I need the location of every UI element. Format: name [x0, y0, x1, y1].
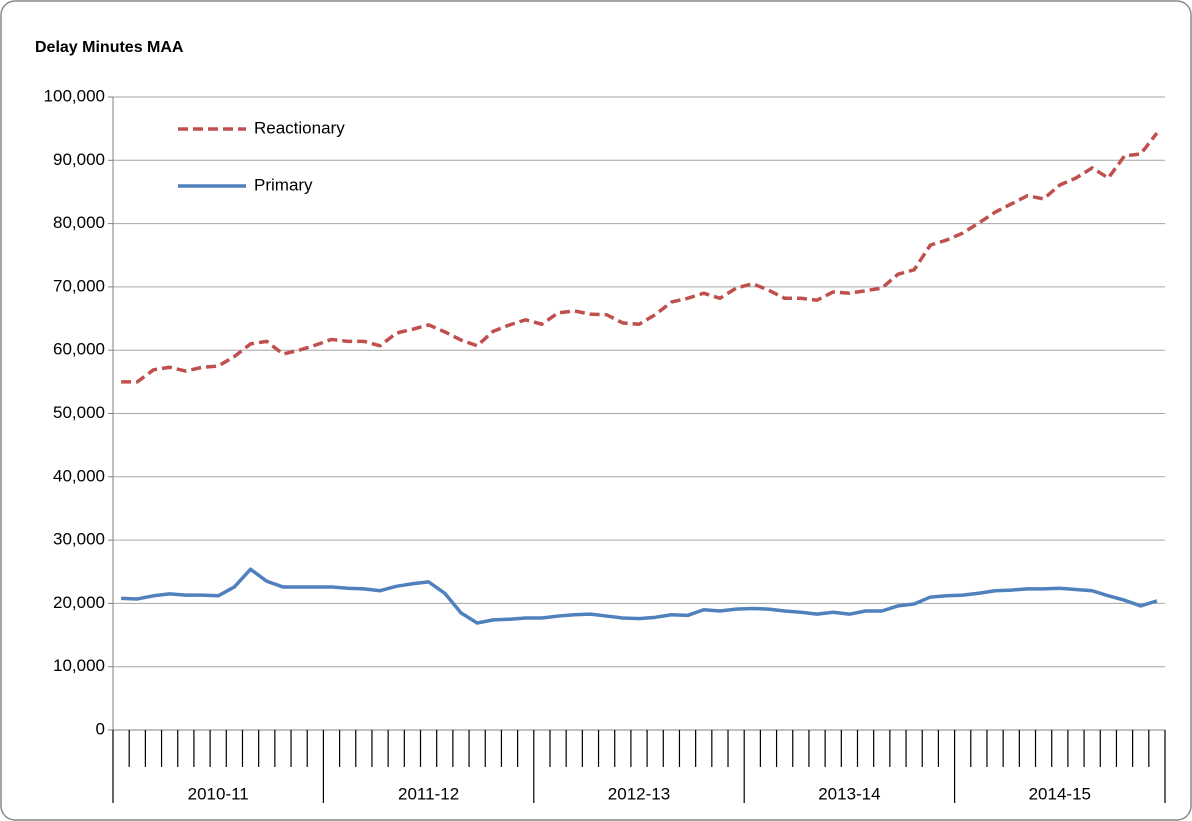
- y-tick-label: 30,000: [53, 530, 105, 549]
- y-tick-label: 70,000: [53, 276, 105, 295]
- y-tick-label: 40,000: [53, 466, 105, 485]
- x-group-label: 2013-14: [818, 784, 880, 803]
- series-line: [121, 567, 1158, 625]
- x-group-label: 2010-11: [188, 784, 249, 803]
- y-tick-label: 60,000: [53, 340, 105, 359]
- x-group-label: 2014-15: [1029, 784, 1091, 803]
- y-tick-label: 90,000: [53, 150, 105, 169]
- y-tick-label: 80,000: [53, 213, 105, 232]
- x-group-label: 2012-13: [608, 784, 670, 803]
- series-line: [121, 132, 1159, 384]
- legend-label: Primary: [254, 175, 313, 194]
- y-tick-label: 100,000: [44, 86, 105, 105]
- y-tick-label: 20,000: [53, 593, 105, 612]
- chart-title: Delay Minutes MAA: [35, 39, 184, 56]
- legend-label: Reactionary: [254, 118, 345, 137]
- y-tick-label: 0: [96, 719, 105, 738]
- y-tick-label: 50,000: [53, 403, 105, 422]
- x-group-label: 2011-12: [398, 784, 459, 803]
- y-tick-label: 10,000: [53, 656, 105, 675]
